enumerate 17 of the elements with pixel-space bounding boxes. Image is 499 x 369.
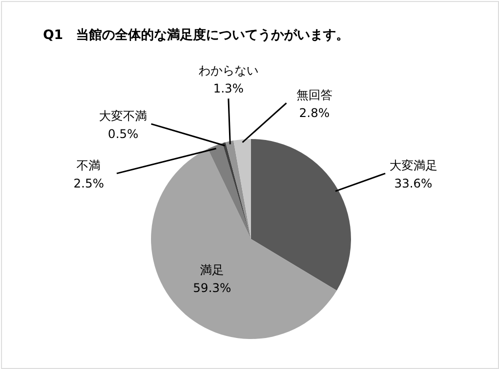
chart-title: Q1 当館の全体的な満足度についてうかがいます。 bbox=[43, 27, 350, 43]
data-label: 33.6% bbox=[394, 176, 432, 190]
slice-label: わからない bbox=[198, 64, 258, 78]
slice-label: 大変不満 bbox=[99, 108, 148, 123]
pie-slice bbox=[234, 139, 251, 239]
slice-label: 満足 bbox=[200, 262, 224, 277]
pie-slice bbox=[208, 143, 251, 239]
data-label: 1.3% bbox=[213, 82, 244, 96]
slice-label: 無回答 bbox=[296, 88, 332, 102]
slice-label: 大変満足 bbox=[389, 158, 438, 172]
data-label: 59.3% bbox=[193, 280, 232, 295]
data-label: 2.8% bbox=[299, 106, 330, 120]
pie-slice bbox=[151, 148, 337, 339]
pie-slice bbox=[251, 139, 351, 290]
slice-label: 不満 bbox=[76, 158, 101, 172]
data-label: 2.5% bbox=[73, 176, 104, 190]
data-label: 0.5% bbox=[108, 126, 138, 141]
